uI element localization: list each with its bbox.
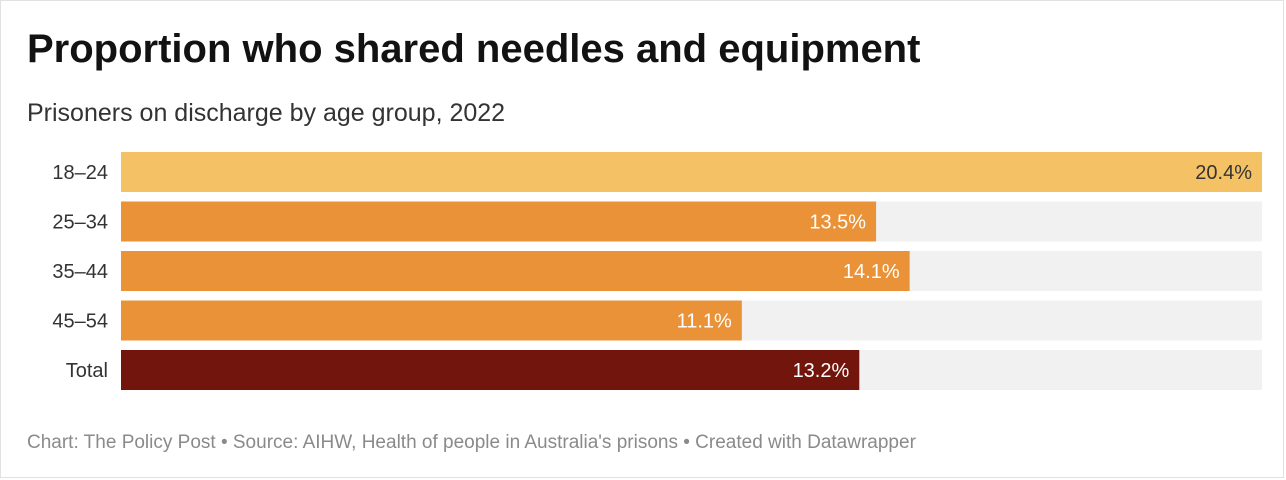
category-label-18-24: 18–24 xyxy=(52,162,108,184)
bar-25-34 xyxy=(121,201,877,242)
value-label-45-54: 11.1% xyxy=(677,311,732,333)
bar-45-54 xyxy=(121,300,742,341)
bar-18-24 xyxy=(121,152,1262,192)
category-label-total: Total xyxy=(66,360,108,382)
bar-total xyxy=(121,350,860,390)
value-label-18-24: 20.4% xyxy=(1195,162,1252,184)
category-label-45-54: 45–54 xyxy=(52,311,108,333)
value-label-total: 13.2% xyxy=(793,360,850,382)
value-label-35-44: 14.1% xyxy=(843,261,900,283)
chart-title: Proportion who shared needles and equipm… xyxy=(27,27,921,71)
value-label-25-34: 13.5% xyxy=(809,212,866,234)
chart-subtitle: Prisoners on discharge by age group, 202… xyxy=(27,99,506,127)
chart-footer: Chart: The Policy Post • Source: AIHW, H… xyxy=(27,432,916,453)
bar-35-44 xyxy=(121,251,910,291)
category-label-35-44: 35–44 xyxy=(52,261,108,283)
category-label-25-34: 25–34 xyxy=(52,212,108,234)
